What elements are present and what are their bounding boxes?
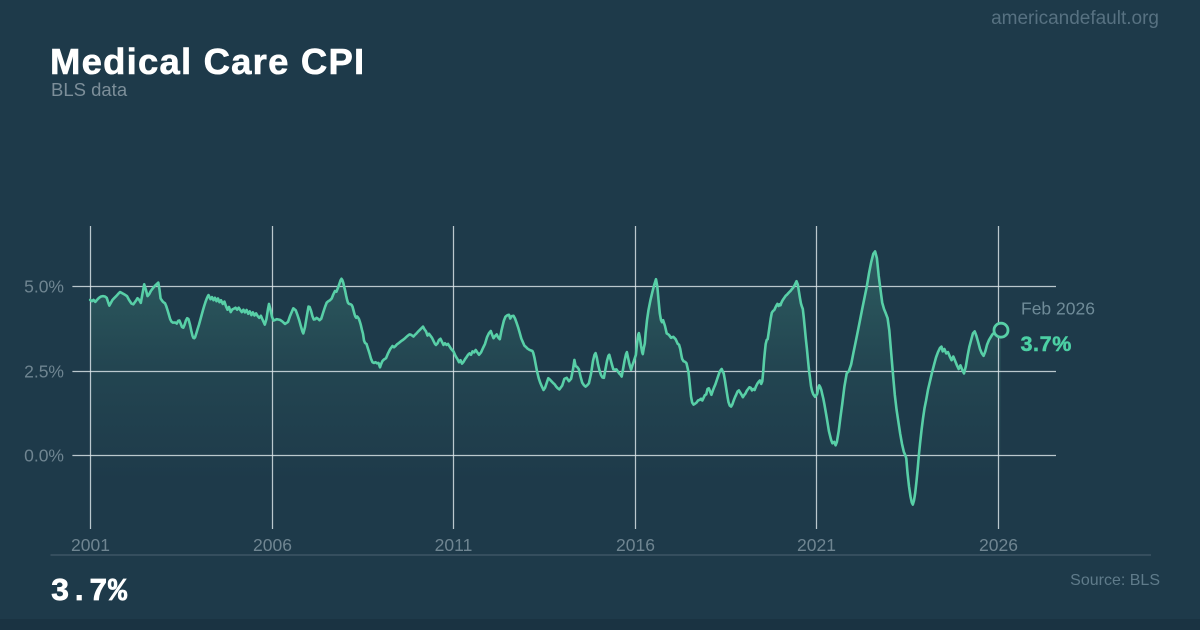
svg-text:2.5%: 2.5% [24, 362, 64, 382]
svg-text:2001: 2001 [71, 535, 110, 555]
svg-text:BLS data: BLS data [51, 79, 128, 100]
svg-text:3.7%: 3.7% [1021, 332, 1072, 356]
svg-text:0.0%: 0.0% [24, 446, 64, 466]
svg-text:2006: 2006 [253, 535, 292, 555]
svg-text:3.7%: 3.7% [51, 575, 128, 610]
svg-text:americandefault.org: americandefault.org [991, 8, 1159, 29]
svg-text:5.0%: 5.0% [24, 277, 64, 297]
svg-text:Source: BLS: Source: BLS [1070, 572, 1160, 589]
svg-text:2016: 2016 [616, 535, 655, 555]
svg-text:Medical Care CPI: Medical Care CPI [50, 41, 365, 82]
svg-text:2026: 2026 [979, 535, 1018, 555]
svg-text:2021: 2021 [797, 535, 836, 555]
svg-text:2011: 2011 [435, 535, 473, 555]
svg-text:Feb 2026: Feb 2026 [1021, 299, 1095, 319]
